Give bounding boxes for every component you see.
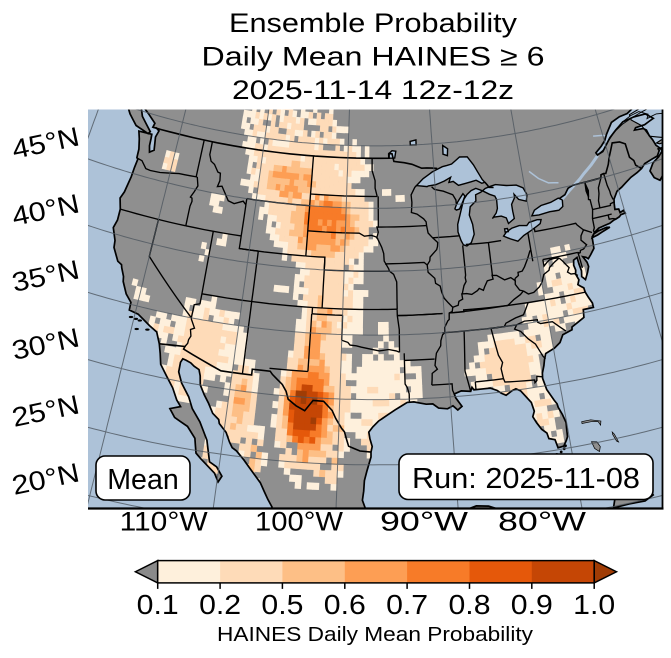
svg-text:0.5: 0.5 — [261, 589, 303, 620]
svg-text:110°W: 110°W — [120, 507, 209, 537]
svg-text:0.6: 0.6 — [324, 589, 366, 620]
svg-text:HAINES Daily Mean Probability: HAINES Daily Mean Probability — [217, 623, 534, 646]
svg-text:2025-11-14 12z-12z: 2025-11-14 12z-12z — [232, 75, 514, 105]
svg-text:Daily Mean HAINES ≥ 6: Daily Mean HAINES ≥ 6 — [202, 42, 545, 72]
svg-text:90°W: 90°W — [380, 507, 469, 537]
svg-text:0.9: 0.9 — [511, 589, 553, 620]
svg-text:80°W: 80°W — [498, 507, 587, 537]
svg-text:Run: 2025-11-08: Run: 2025-11-08 — [412, 463, 640, 495]
svg-text:0.7: 0.7 — [386, 589, 428, 620]
svg-text:Mean: Mean — [107, 464, 179, 496]
svg-text:0.8: 0.8 — [449, 589, 491, 620]
svg-text:0.2: 0.2 — [199, 589, 241, 620]
svg-text:100°W: 100°W — [255, 507, 344, 537]
svg-text:0.1: 0.1 — [137, 589, 179, 620]
svg-text:Ensemble Probability: Ensemble Probability — [229, 8, 518, 38]
svg-text:1.0: 1.0 — [573, 589, 615, 620]
